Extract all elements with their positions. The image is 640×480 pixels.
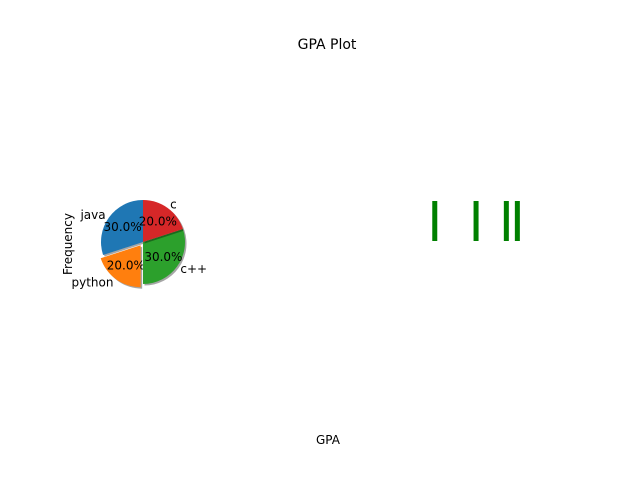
pie-pct-java: 30.0% xyxy=(104,220,142,234)
pie-slice-java xyxy=(100,200,143,255)
pie-label-python: python xyxy=(72,276,114,290)
pie-slice-c++ xyxy=(143,229,185,284)
bar-0 xyxy=(432,201,438,241)
y-axis-label: Frequency xyxy=(61,213,75,275)
pie-label-c++: c++ xyxy=(180,262,207,276)
pie-label-java: java xyxy=(79,208,105,222)
pie-pct-c++: 30.0% xyxy=(144,250,182,264)
bar-chart xyxy=(432,201,520,241)
bar-1 xyxy=(473,201,479,241)
pie-slice-python xyxy=(100,245,141,288)
pie-pct-python: 20.0% xyxy=(107,259,145,273)
bar-2 xyxy=(503,201,509,241)
x-axis-label: GPA xyxy=(316,433,341,447)
bar-3 xyxy=(514,201,520,241)
pie-pct-c: 20.0% xyxy=(139,215,177,229)
chart-title: GPA Plot xyxy=(298,37,357,53)
pie-slice-c xyxy=(143,200,183,242)
pie-label-c: c xyxy=(170,198,177,212)
